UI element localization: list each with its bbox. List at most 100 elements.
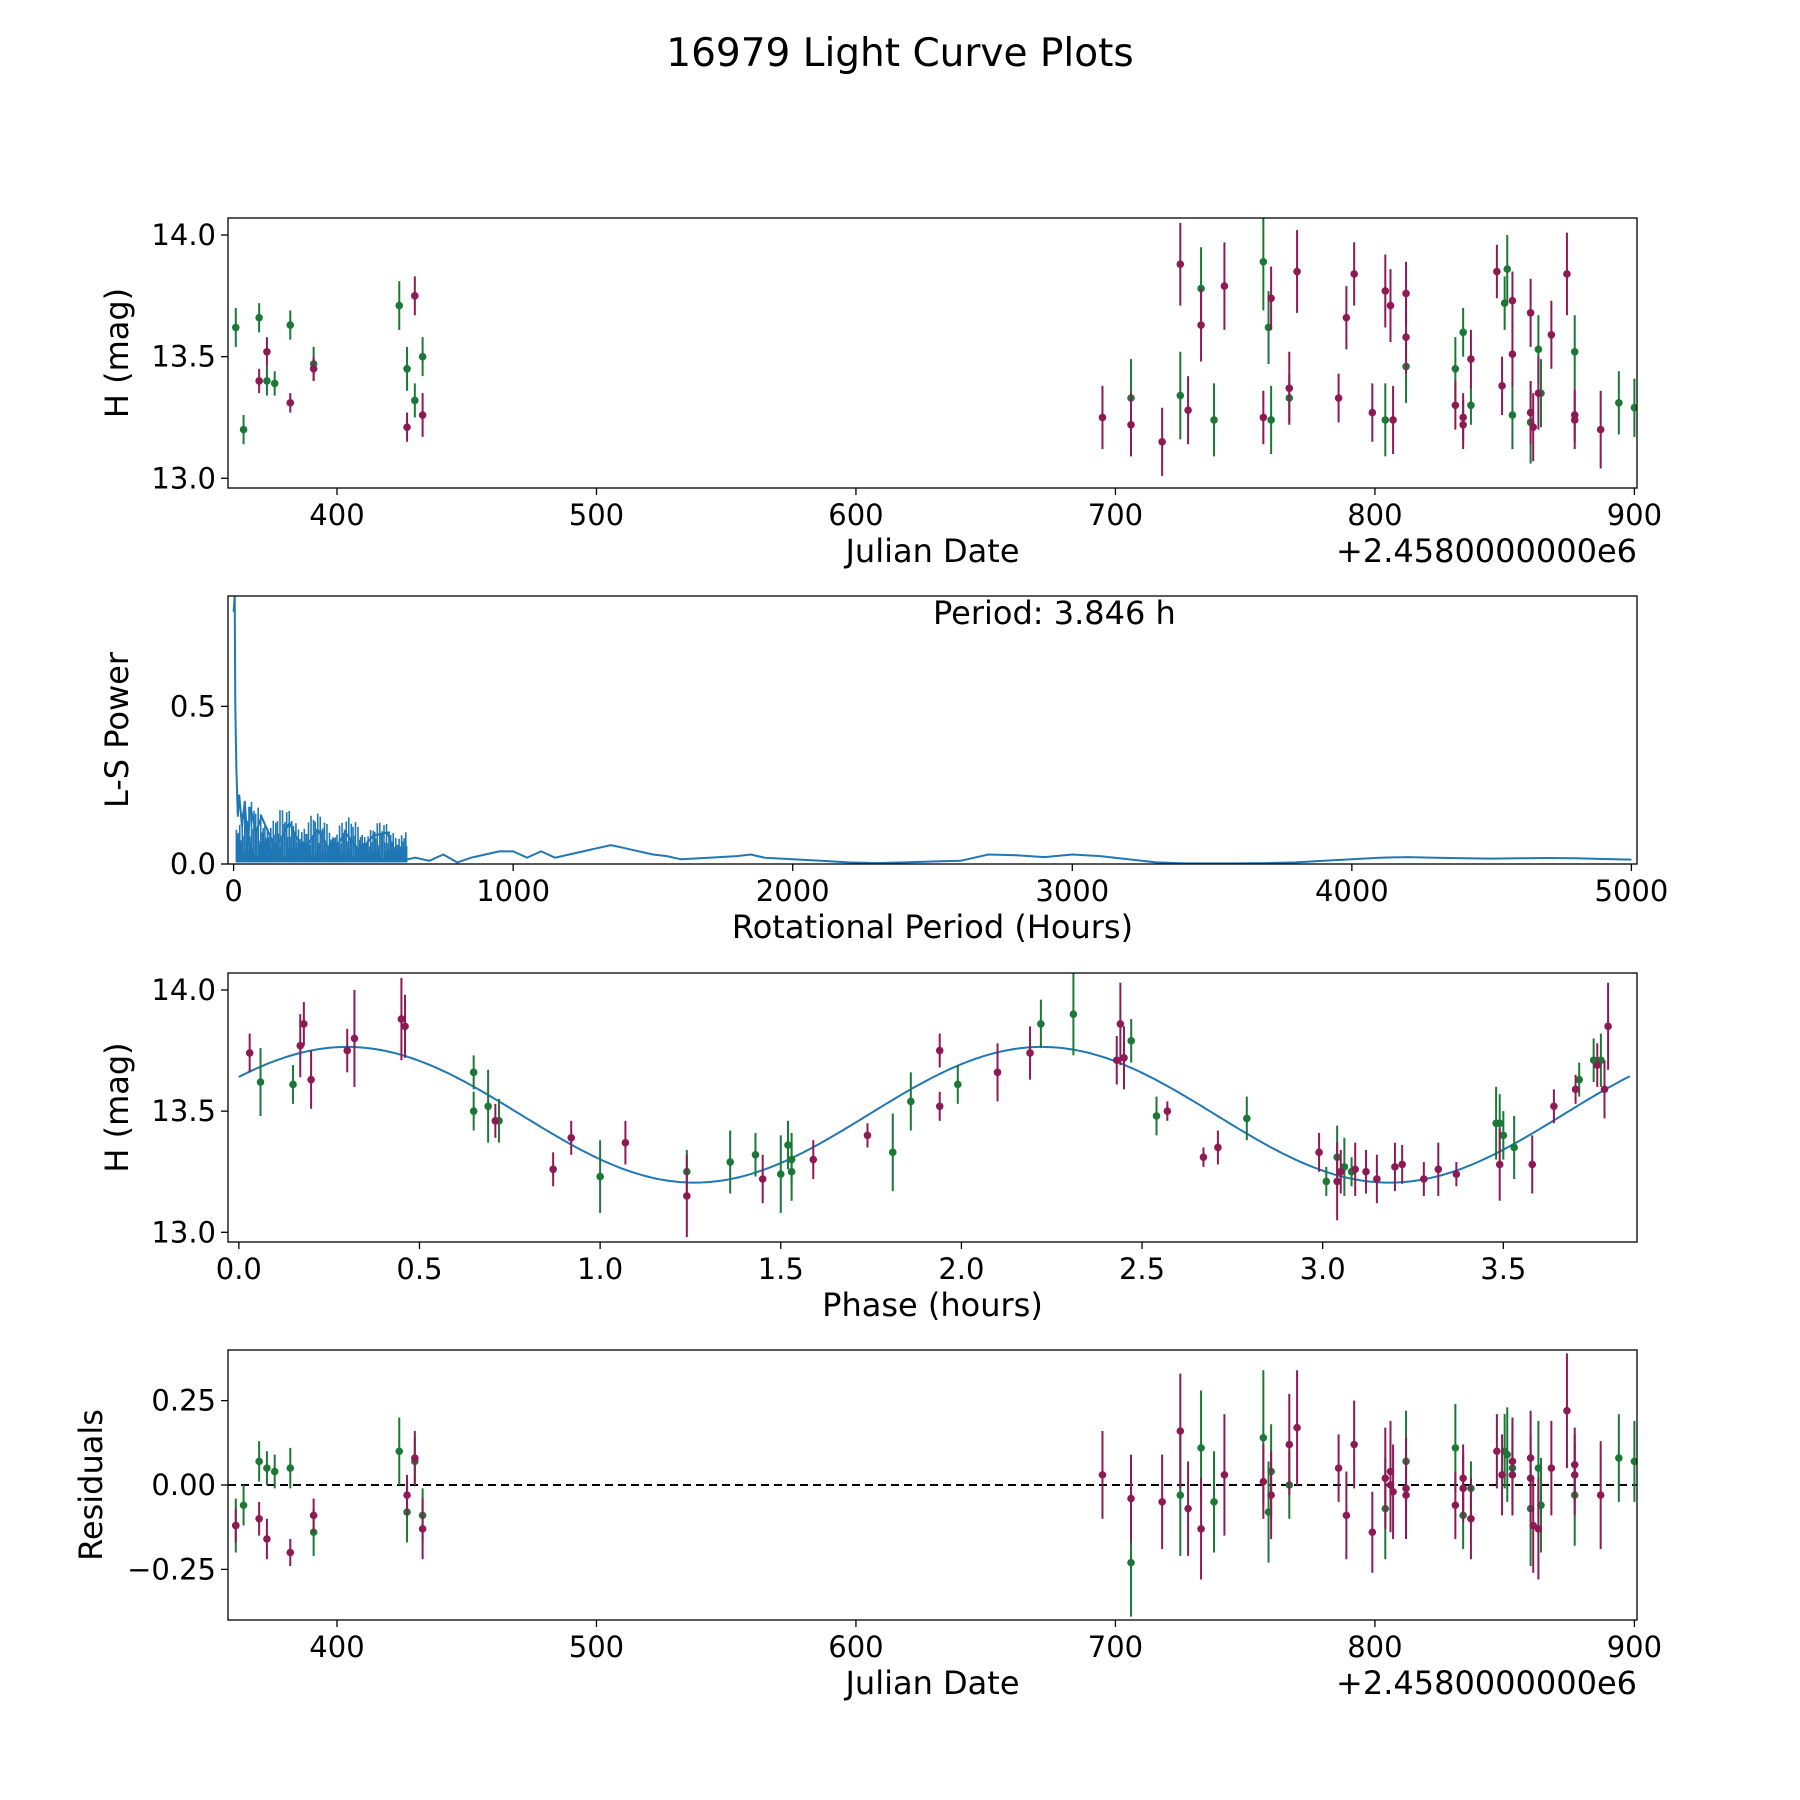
- data-point-green: [255, 313, 263, 322]
- data-point-magenta: [1267, 1491, 1275, 1499]
- x-tick-label: 600: [828, 498, 883, 532]
- data-point-magenta: [1158, 437, 1166, 446]
- axes-frame: [227, 972, 1638, 1243]
- data-point-magenta: [255, 377, 263, 385]
- data-point-green: [1630, 1457, 1637, 1466]
- data-point-green: [1534, 345, 1543, 354]
- x-tick-label: 900: [1607, 1630, 1662, 1664]
- data-point-magenta: [1398, 1160, 1406, 1169]
- x-tick-label: 2000: [756, 874, 830, 908]
- data-point-green: [1176, 1491, 1185, 1499]
- data-point-magenta: [397, 1015, 406, 1023]
- data-point-green: [776, 1170, 785, 1178]
- data-point-magenta: [1550, 1102, 1558, 1111]
- data-point-magenta: [1163, 1107, 1172, 1115]
- data-point-magenta: [1334, 1464, 1343, 1472]
- data-point-green: [907, 1097, 915, 1106]
- data-point-green: [263, 377, 271, 385]
- data-point-magenta: [1498, 1471, 1506, 1479]
- data-point-green: [484, 1102, 492, 1111]
- data-point-magenta: [1351, 1165, 1359, 1174]
- data-point-magenta: [1285, 384, 1294, 393]
- x-tick-label: 4000: [1315, 874, 1389, 908]
- x-offset-text: +2.4580000000e6: [1336, 1664, 1637, 1702]
- x-tick-label: 1.5: [758, 1252, 804, 1286]
- y-tick-label: 14.0: [151, 973, 216, 1007]
- x-tick-label: 2.5: [1119, 1252, 1165, 1286]
- panel-3: 0.0 0.5 1.0 1.5 2.0 2.5 3.0 3.5 13.0 13.5 14.0 Phas…: [98, 972, 1638, 1324]
- data-point-magenta: [1570, 416, 1579, 424]
- data-point-magenta: [403, 423, 411, 431]
- x-axis-label: Julian Date: [843, 1664, 1019, 1702]
- data-point-magenta: [1571, 1085, 1580, 1094]
- data-point-magenta: [286, 1548, 295, 1557]
- data-point-magenta: [286, 399, 295, 407]
- data-point-green: [784, 1141, 792, 1149]
- data-point-magenta: [1158, 1498, 1166, 1506]
- data-point-green: [418, 352, 427, 361]
- data-point-green: [1570, 347, 1579, 356]
- data-point-green: [1267, 416, 1275, 424]
- y-axis-label: H (mag): [98, 288, 136, 418]
- data-point-green: [953, 1080, 962, 1089]
- x-offset-text: +2.4580000000e6: [1336, 532, 1637, 570]
- data-point-magenta: [1451, 1501, 1460, 1510]
- data-point-green: [255, 1457, 263, 1466]
- data-point-magenta: [263, 1535, 271, 1543]
- data-point-green: [395, 1447, 404, 1456]
- data-point-magenta: [1495, 1160, 1504, 1169]
- data-point-magenta: [1563, 1406, 1571, 1415]
- data-point-magenta: [1593, 1061, 1602, 1069]
- data-point-green: [1176, 391, 1185, 400]
- data-point-green: [411, 396, 419, 405]
- x-tick-label: 1000: [476, 874, 550, 908]
- data-point-magenta: [1604, 1022, 1612, 1031]
- data-point-green: [1451, 1444, 1460, 1452]
- data-point-magenta: [1098, 413, 1107, 422]
- data-point-magenta: [1176, 1427, 1185, 1435]
- data-point-magenta: [1381, 1474, 1390, 1483]
- data-point-green: [1259, 257, 1268, 266]
- data-point-green: [1243, 1114, 1251, 1123]
- period-annotation: Period: 3.846 h: [933, 594, 1176, 632]
- y-tick-label: 13.5: [151, 340, 216, 374]
- y-tick-label: 13.0: [151, 1215, 216, 1249]
- data-point-magenta: [1342, 313, 1351, 322]
- data-point-magenta: [1547, 330, 1556, 339]
- y-axis-label: Residuals: [72, 1409, 110, 1561]
- data-point-green: [256, 1078, 265, 1086]
- data-point-magenta: [1498, 382, 1506, 390]
- data-point-magenta: [1534, 389, 1543, 397]
- data-point-magenta: [935, 1046, 944, 1055]
- data-point-magenta: [1389, 416, 1397, 424]
- data-point-green: [1127, 1558, 1135, 1567]
- data-point-green: [1503, 265, 1512, 273]
- plot-area: [232, 596, 1632, 864]
- data-point-green: [1510, 1143, 1518, 1152]
- data-point-magenta: [1220, 1471, 1229, 1479]
- data-point-magenta: [1342, 1511, 1351, 1520]
- data-point-magenta: [1267, 294, 1275, 303]
- data-point-magenta: [1529, 423, 1538, 431]
- data-point-magenta: [309, 365, 318, 373]
- data-point-green: [395, 301, 404, 310]
- data-point-green: [1495, 1119, 1504, 1128]
- plot-area: [238, 973, 1631, 1238]
- x-tick-label: 3000: [1035, 874, 1109, 908]
- data-point-green: [239, 425, 248, 434]
- data-point-magenta: [1368, 1528, 1377, 1537]
- data-point-magenta: [1534, 1525, 1543, 1533]
- data-point-magenta: [350, 1034, 359, 1043]
- data-point-magenta: [309, 1511, 318, 1520]
- data-point-magenta: [1285, 1440, 1294, 1449]
- x-tick-label: 700: [1088, 498, 1143, 532]
- data-point-magenta: [300, 1020, 308, 1028]
- data-point-magenta: [1420, 1175, 1428, 1183]
- data-point-magenta: [491, 1117, 500, 1125]
- y-tick-label: 0.25: [151, 1384, 216, 1418]
- data-point-magenta: [1116, 1020, 1125, 1028]
- data-point-green: [469, 1107, 478, 1115]
- panel-2: 0 1000 2000 3000 4000 5000 0.0 0.5 Rotational Pe…: [98, 594, 1668, 946]
